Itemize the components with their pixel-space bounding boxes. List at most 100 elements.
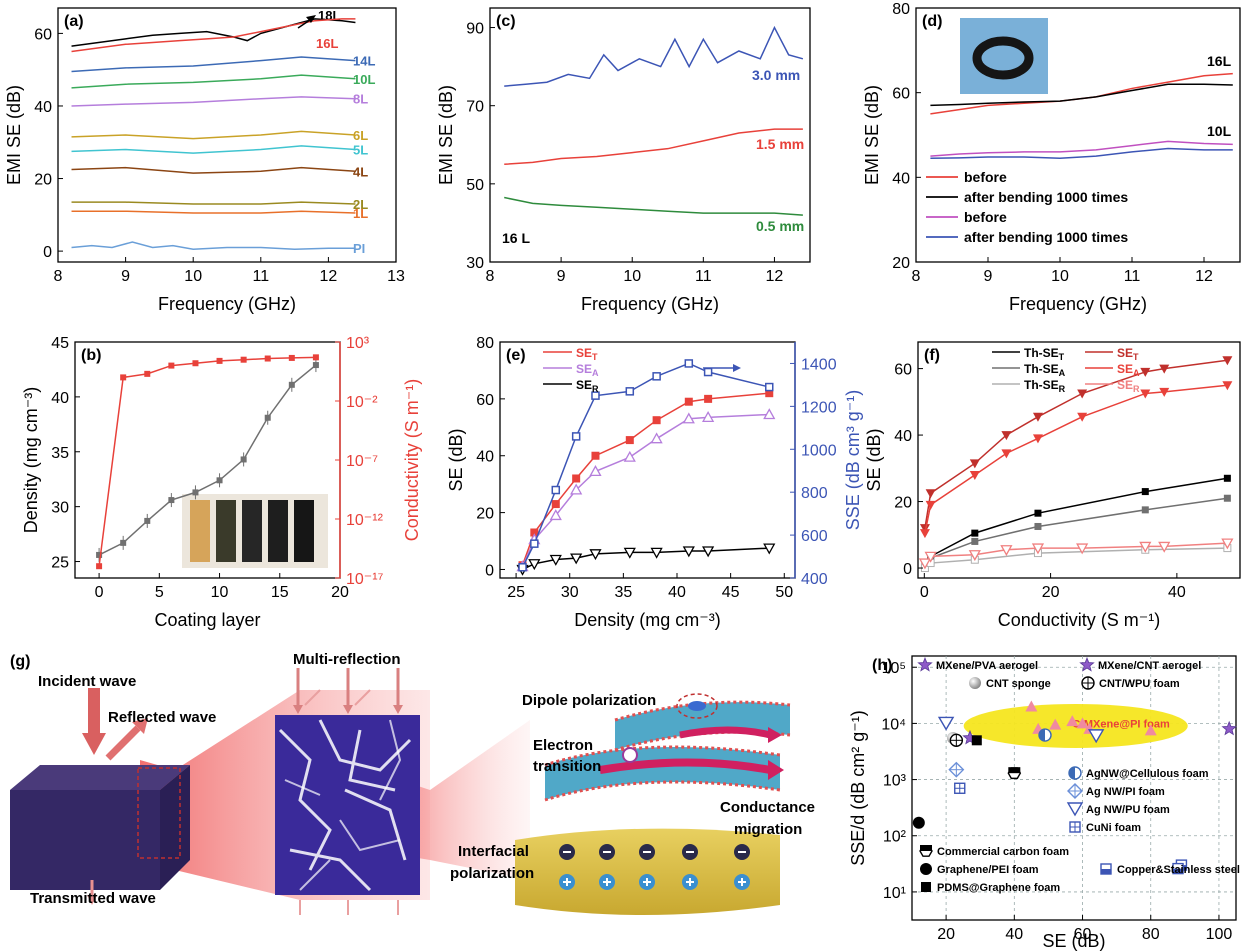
b-y2tick-label: 10⁻¹² (346, 512, 384, 529)
b-xtick-label: 15 (271, 584, 289, 601)
panel-c-frame (489, 7, 811, 263)
h-xtick-label: 60 (1074, 926, 1092, 943)
b-ylabel2: Conductivity (S m⁻¹) (402, 379, 422, 542)
e-arrow-head (733, 364, 741, 372)
h-point-7 (1076, 717, 1089, 729)
legend-label-0: before (964, 169, 1007, 185)
point-SE_T (530, 528, 539, 537)
a-xlabel: Frequency (GHz) (158, 294, 296, 314)
conductivity-point (144, 370, 151, 377)
point-SSE (530, 539, 539, 548)
series-line-0.5 mm (504, 196, 803, 216)
legend-label-SE_T: SET (576, 346, 598, 362)
d-ytick-label: 60 (892, 86, 910, 103)
h-point-18 (971, 735, 982, 746)
e-y2tick-label: 800 (801, 485, 828, 502)
series-line-1.5 mm (504, 128, 803, 166)
series-line-2L (71, 201, 356, 205)
h-ytick-label: 10² (883, 829, 907, 846)
series-label-1L: 1L (353, 206, 368, 221)
f-ytick-label: 40 (894, 428, 912, 445)
point-SE_T (765, 389, 774, 398)
b-ylabel: Density (mg cm⁻³) (21, 387, 41, 534)
h-point-5 (1049, 718, 1062, 730)
b-y2tick-label: 10⁻⁷ (346, 453, 378, 470)
panel-g-schematic: (g) (10, 651, 815, 915)
series-line-10L-2 (930, 140, 1233, 157)
legend-label-3: after bending 1000 times (964, 229, 1128, 245)
c-ylabel: EMI SE (dB) (436, 85, 456, 185)
d-xtick-label: 9 (984, 268, 993, 285)
a-ylabel: EMI SE (dB) (4, 85, 24, 185)
a-panel-label: (a) (64, 13, 84, 30)
conductivity-point (168, 362, 175, 369)
multi-reflection-label: Multi-reflection (293, 651, 401, 668)
f-xlabel: Conductivity (S m⁻¹) (998, 610, 1161, 630)
h-legend-label-7: CuNi foam (1086, 822, 1141, 834)
series-line-8L (71, 96, 356, 107)
h-legend-marker-11-half (1101, 869, 1111, 874)
series-label-8L: 8L (353, 92, 368, 107)
series-line-4L (71, 166, 356, 174)
point-SE_A (1077, 412, 1088, 422)
series-line-18L (71, 18, 356, 47)
legend-label-Th-SE_A: Th-SEA (1024, 362, 1066, 378)
h-legend-label-9: Graphene/PEI foam (937, 864, 1039, 876)
h-legend-marker-9 (920, 863, 932, 875)
foam-block (10, 765, 190, 890)
panel-b-chart: 0 5 10 15 20 Coating layer 25 30 35 40 45 Density (… (21, 335, 422, 630)
point-SE_R (570, 553, 583, 565)
d-xtick-label: 11 (1124, 268, 1141, 285)
h-point-20-half (1173, 868, 1184, 874)
e-y2tick-label: 1400 (801, 356, 837, 373)
point-SE_T (591, 451, 600, 460)
point-SSE (765, 382, 774, 392)
a-ytick-label: 0 (43, 244, 52, 261)
h-legend-label-10: PDMS@Graphene foam (937, 882, 1060, 894)
h-legend-label-3: CNT/WPU foam (1099, 678, 1180, 690)
point-SE_A (925, 500, 936, 510)
point-SE_A (589, 465, 602, 477)
point-Th-SE_A (1141, 506, 1149, 514)
series-line-14L (71, 56, 356, 73)
b-ytick-label: 30 (51, 500, 69, 517)
e-xlabel: Density (mg cm⁻³) (574, 610, 721, 630)
a-xtick-label: 13 (387, 268, 405, 285)
b-ytick-label: 40 (51, 390, 69, 407)
incident-arrow (82, 688, 106, 755)
b-xtick-label: 5 (155, 584, 164, 601)
f-ytick-label: 0 (903, 561, 912, 578)
multi-reflection-arrows (293, 668, 403, 915)
beam-cone-2 (400, 720, 530, 880)
f-ytick-label: 60 (894, 362, 912, 379)
e-y2tick-label: 1000 (801, 442, 837, 459)
interfacial-substrate (515, 828, 780, 915)
d-ylabel: EMI SE (dB) (862, 85, 882, 185)
b-ytick-label: 25 (51, 555, 69, 572)
b-ytick-label: 35 (51, 445, 69, 462)
point-SE_R (682, 546, 695, 558)
charge-row (559, 844, 750, 890)
legend-label-SE_R: SER (1117, 378, 1140, 394)
h-legend-label-11: Copper&Stainless steel (1117, 864, 1240, 876)
point-SE_T (1159, 364, 1170, 374)
h-panel-label: (h) (872, 657, 892, 674)
h-ytick-label: 10⁵ (882, 660, 906, 677)
c-ytick-label: 30 (466, 255, 484, 272)
inset-strip-0 (190, 500, 210, 562)
c-xtick-label: 11 (695, 268, 712, 285)
f-ytick-label: 20 (894, 495, 912, 512)
conductivity-point (216, 357, 223, 364)
point-SE_A (1001, 449, 1012, 459)
series-label-1.5 mm: 1.5 mm (756, 136, 804, 152)
h-legend-label-0: MXene/PVA aerogel (936, 660, 1038, 672)
h-point-11-half (1039, 729, 1046, 742)
series-line-5L (71, 145, 356, 154)
c-xtick-label: 8 (486, 268, 495, 285)
b-xtick-label: 10 (211, 584, 229, 601)
h-legend-label-1: MXene/CNT aerogel (1098, 660, 1201, 672)
point-SSE (518, 563, 527, 572)
e-ytick-label: 40 (476, 449, 494, 466)
h-xtick-label: 20 (937, 926, 955, 943)
